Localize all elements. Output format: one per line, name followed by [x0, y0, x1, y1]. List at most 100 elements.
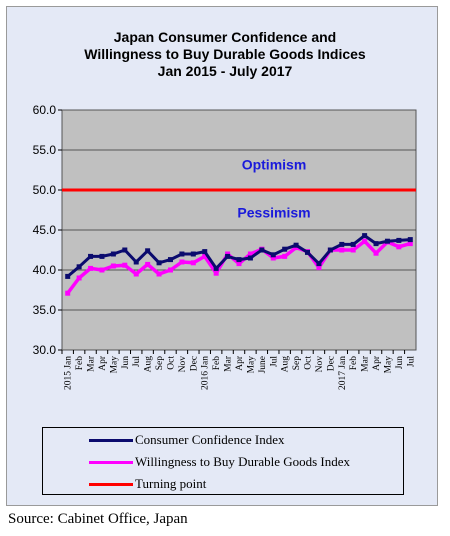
chart-legend: Consumer Confidence Index Willingness to…: [42, 427, 404, 495]
data-point-willingness: [110, 263, 116, 269]
data-point-willingness: [407, 241, 413, 247]
x-tick-label: May: [383, 356, 393, 374]
x-tick-label: Feb: [212, 356, 222, 371]
annotation-optimism: Optimism: [242, 156, 307, 172]
data-point-consumer-confidence: [384, 238, 390, 244]
x-tick-label: 2016 Jan: [201, 356, 211, 390]
x-tick-label: Mar: [361, 355, 371, 372]
x-tick-label: Jun: [121, 356, 131, 369]
data-point-consumer-confidence: [225, 253, 231, 259]
x-tick-label: Nov: [178, 356, 188, 373]
data-point-willingness: [373, 250, 379, 256]
data-point-willingness: [350, 247, 356, 253]
data-point-consumer-confidence: [213, 265, 219, 271]
data-point-willingness: [167, 267, 173, 273]
x-tick-label: Jun: [395, 356, 405, 369]
x-tick-label: Jul: [406, 356, 416, 367]
chart-title: Japan Consumer Confidence and Willingnes…: [0, 29, 450, 80]
data-point-willingness: [145, 261, 151, 267]
data-point-consumer-confidence: [145, 248, 151, 254]
chart-title-line-1: Japan Consumer Confidence and: [113, 29, 337, 45]
legend-item-willingness: Willingness to Buy Durable Goods Index: [43, 453, 403, 471]
data-point-willingness: [202, 253, 208, 259]
annotation-pessimism: Pessimism: [237, 204, 310, 220]
data-point-willingness: [282, 253, 288, 259]
x-tick-label: Aug: [281, 356, 291, 373]
x-tick-label: Mar: [224, 355, 234, 372]
data-point-willingness: [76, 275, 82, 281]
data-point-consumer-confidence: [396, 237, 402, 243]
data-point-consumer-confidence: [350, 241, 356, 247]
data-point-consumer-confidence: [316, 261, 322, 267]
data-point-consumer-confidence: [133, 259, 139, 265]
y-tick-label: 45.0: [33, 223, 57, 237]
data-point-consumer-confidence: [236, 257, 242, 263]
data-point-consumer-confidence: [88, 253, 94, 259]
legend-label-turning-point: Turning point: [135, 476, 207, 491]
data-point-consumer-confidence: [190, 251, 196, 257]
legend-item-consumer-confidence: Consumer Confidence Index: [43, 431, 403, 449]
data-point-consumer-confidence: [270, 252, 276, 258]
x-tick-label: May: [109, 356, 119, 374]
data-point-willingness: [179, 259, 185, 265]
data-point-consumer-confidence: [167, 257, 173, 263]
data-point-willingness: [213, 270, 219, 276]
x-tick-label: Oct: [304, 356, 314, 370]
y-tick-label: 50.0: [33, 183, 57, 197]
x-tick-label: Feb: [349, 356, 359, 371]
x-tick-label: Feb: [75, 356, 85, 371]
data-point-consumer-confidence: [373, 241, 379, 247]
legend-label-consumer-confidence: Consumer Confidence Index: [135, 432, 285, 447]
data-point-willingness: [122, 262, 128, 268]
x-tick-label: Apr: [372, 355, 382, 371]
data-point-consumer-confidence: [122, 247, 128, 253]
x-tick-label: Apr: [98, 355, 108, 371]
x-tick-label: Aug: [144, 356, 154, 373]
data-point-consumer-confidence: [99, 253, 105, 259]
data-point-consumer-confidence: [202, 249, 208, 255]
legend-item-turning-point: Turning point: [43, 475, 403, 493]
y-tick-label: 30.0: [33, 343, 57, 357]
data-point-consumer-confidence: [327, 247, 333, 253]
x-tick-label: Sep: [292, 356, 302, 371]
data-point-consumer-confidence: [407, 237, 413, 243]
data-point-willingness: [316, 265, 322, 271]
y-tick-label: 40.0: [33, 263, 57, 277]
x-tick-label: May: [246, 356, 256, 374]
x-tick-label: Dec: [326, 356, 336, 371]
data-point-willingness: [88, 265, 94, 271]
data-point-consumer-confidence: [282, 246, 288, 252]
data-point-willingness: [362, 238, 368, 244]
data-point-consumer-confidence: [76, 264, 82, 270]
x-tick-label: Sep: [155, 356, 165, 371]
x-tick-label: Jul: [132, 356, 142, 367]
y-tick-label: 55.0: [33, 143, 57, 157]
data-point-consumer-confidence: [110, 251, 116, 257]
data-point-consumer-confidence: [179, 251, 185, 257]
data-point-consumer-confidence: [156, 260, 162, 266]
data-point-willingness: [156, 271, 162, 277]
x-tick-label: Nov: [315, 356, 325, 373]
x-tick-label: June: [258, 356, 268, 373]
legend-swatch-consumer-confidence: [89, 439, 133, 442]
data-point-willingness: [133, 271, 139, 277]
data-point-willingness: [396, 244, 402, 250]
x-tick-label: Mar: [87, 355, 97, 372]
data-point-willingness: [65, 290, 71, 296]
x-tick-label: Oct: [166, 356, 176, 370]
source-note: Source: Cabinet Office, Japan: [8, 511, 188, 527]
x-tick-label: Apr: [235, 355, 245, 371]
chart-title-line-2: Willingness to Buy Durable Goods Indices: [84, 46, 366, 62]
data-point-consumer-confidence: [362, 233, 368, 239]
data-point-willingness: [247, 251, 253, 257]
x-tick-label: 2015 Jan: [64, 356, 74, 390]
data-point-consumer-confidence: [259, 247, 265, 253]
data-point-willingness: [99, 267, 105, 273]
data-point-willingness: [339, 247, 345, 253]
data-point-willingness: [236, 261, 242, 267]
y-tick-label: 60.0: [33, 103, 57, 117]
x-tick-label: 2017 Jan: [338, 356, 348, 390]
x-tick-label: Jul: [269, 356, 279, 367]
data-point-willingness: [190, 260, 196, 266]
